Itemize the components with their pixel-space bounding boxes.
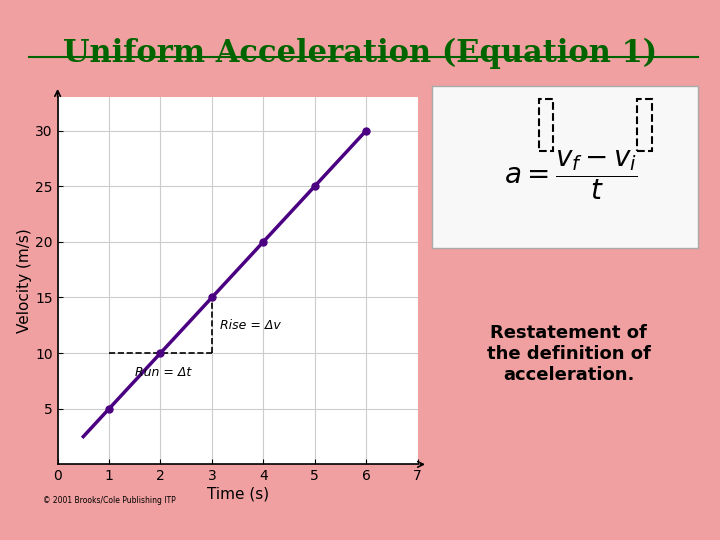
Y-axis label: Velocity (m/s): Velocity (m/s) [17, 228, 32, 333]
X-axis label: Time (s): Time (s) [207, 486, 269, 501]
Text: © 2001 Brooks/Cole Publishing ITP: © 2001 Brooks/Cole Publishing ITP [43, 496, 176, 505]
Text: $a = \dfrac{v_f - v_i}{t}$: $a = \dfrac{v_f - v_i}{t}$ [503, 148, 637, 202]
Bar [539, 99, 553, 151]
Text: Uniform Acceleration (Equation 1): Uniform Acceleration (Equation 1) [63, 38, 657, 69]
Text: Run = Δt: Run = Δt [135, 366, 191, 379]
Text: Rise = Δv: Rise = Δv [220, 319, 280, 332]
Bar [637, 99, 652, 151]
Text: Restatement of
the definition of
acceleration.: Restatement of the definition of acceler… [487, 324, 651, 383]
